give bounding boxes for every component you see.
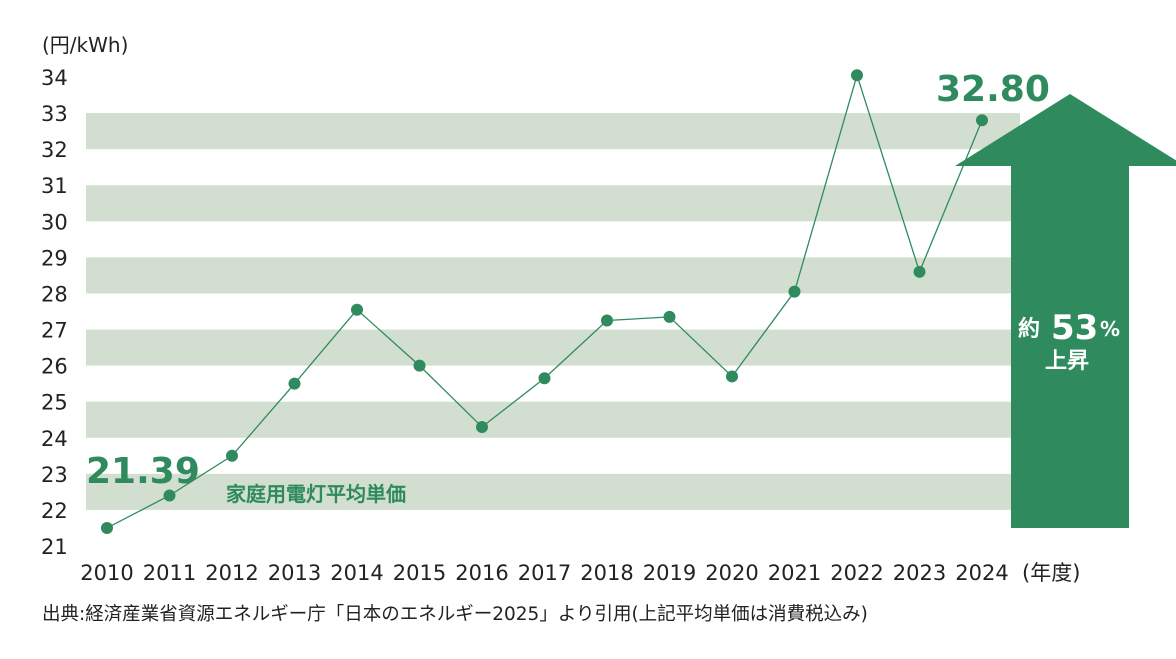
x-tick-label: 2017	[518, 561, 571, 585]
grid-band	[86, 185, 1020, 222]
y-tick-label: 26	[41, 355, 68, 379]
data-point	[413, 359, 426, 372]
arrow-unit: %	[1100, 317, 1120, 341]
data-point	[288, 377, 301, 390]
data-points	[101, 69, 988, 534]
data-point	[851, 69, 863, 82]
data-point	[663, 310, 676, 323]
data-point	[538, 372, 551, 385]
x-tick-label: 2019	[643, 561, 696, 585]
arrow-prefix: 約	[1018, 316, 1040, 342]
grid-band	[86, 329, 1020, 366]
data-point	[226, 449, 238, 462]
end-value-label: 32.80	[936, 69, 1050, 110]
x-tick-label: 2015	[393, 561, 446, 585]
data-point	[913, 265, 926, 278]
x-tick-label: 2013	[268, 561, 321, 585]
y-tick-label: 28	[41, 282, 68, 306]
x-tick-label: 2024	[955, 561, 1008, 585]
y-axis-ticks: 21 22 23 24 25 26 27 28 29 30 31 32 33 34	[41, 66, 68, 559]
y-tick-label: 27	[41, 319, 68, 343]
y-tick-label: 22	[41, 499, 68, 523]
y-tick-label: 33	[41, 102, 68, 126]
grid-band	[86, 257, 1020, 294]
data-point	[601, 314, 613, 327]
arrow-caption: 上昇	[1045, 349, 1089, 374]
x-tick-label: 2020	[705, 561, 758, 585]
y-tick-label: 34	[41, 66, 68, 90]
x-tick-label: 2022	[830, 561, 883, 585]
y-tick-label: 29	[41, 246, 68, 270]
x-tick-label: 2023	[893, 561, 946, 585]
x-tick-label: 2021	[768, 561, 821, 585]
up-arrow-icon	[955, 94, 1176, 528]
y-tick-label: 32	[41, 138, 68, 162]
data-point	[976, 114, 988, 127]
y-axis-unit: (円/kWh)	[42, 33, 128, 57]
y-tick-label: 24	[41, 427, 68, 451]
x-tick-label: 2016	[455, 561, 508, 585]
x-axis-ticks: 2010 2011 2012 2013 2014 2015 2016 2017 2018 2019…	[80, 561, 1008, 585]
data-point	[351, 303, 363, 316]
series-name-label: 家庭用電灯平均単価	[226, 482, 406, 506]
grid-band	[86, 401, 1020, 438]
source-note: 出典:経済産業省資源エネルギー庁「日本のエネルギー2025」より引用(上記平均単…	[42, 604, 868, 625]
x-tick-label: 2012	[205, 561, 258, 585]
data-point	[476, 420, 488, 433]
arrow-value: 53	[1051, 308, 1098, 348]
grid-bands	[86, 113, 1020, 510]
data-point	[163, 489, 176, 502]
y-tick-label: 30	[41, 210, 68, 234]
y-tick-label: 31	[41, 174, 68, 198]
x-tick-label: 2011	[143, 561, 196, 585]
x-axis-unit: (年度)	[1022, 561, 1080, 585]
start-value-label: 21.39	[86, 451, 200, 492]
x-tick-label: 2014	[330, 561, 383, 585]
x-tick-label: 2010	[80, 561, 133, 585]
data-point	[788, 285, 801, 298]
grid-band	[86, 113, 1020, 150]
y-tick-label: 23	[41, 463, 68, 487]
y-tick-label: 21	[41, 535, 68, 559]
data-point	[101, 521, 113, 534]
x-tick-label: 2018	[580, 561, 633, 585]
data-point	[726, 370, 738, 383]
y-tick-label: 25	[41, 391, 68, 415]
grid-band	[86, 473, 1020, 510]
